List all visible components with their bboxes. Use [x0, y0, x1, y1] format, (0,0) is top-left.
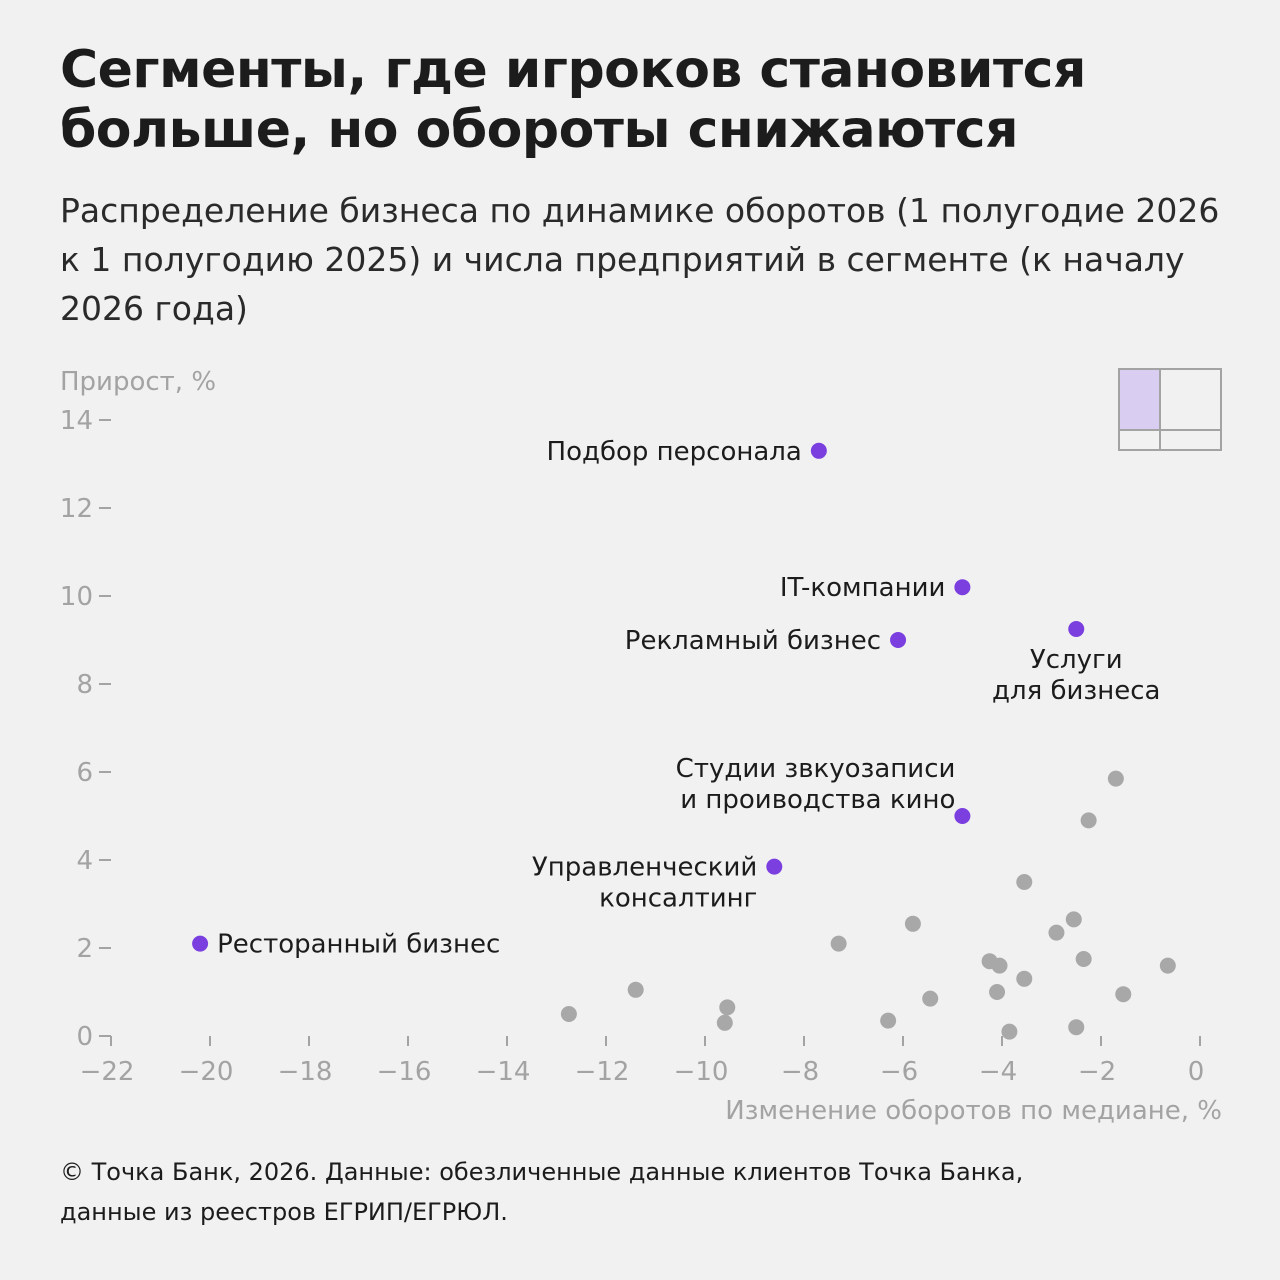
- highlighted-segments-points: Подбор персонала IT-компании Рекламный биз…: [192, 437, 1160, 960]
- highlighted-segment-point: [954, 579, 971, 596]
- y-axis-label: Прирост, %: [60, 367, 216, 397]
- segment-point: [1001, 1023, 1018, 1040]
- segment-label: Рекламный бизнес: [625, 626, 881, 656]
- y-tick-label: 2: [76, 934, 93, 964]
- segment-point: [1065, 911, 1082, 928]
- x-tick-label: −10: [674, 1057, 729, 1087]
- segment-point: [1080, 812, 1097, 829]
- segment-point: [560, 1006, 577, 1022]
- segment-label: Услуги для бизнеса: [992, 645, 1160, 706]
- y-tick-label: 14: [60, 406, 93, 436]
- highlighted-segment-point: [766, 858, 783, 875]
- x-tick-label: −6: [880, 1057, 918, 1087]
- segment-point: [1075, 951, 1092, 967]
- segment-label: Студии звкуозаписи и проиводства кино: [676, 754, 956, 815]
- segment-label-line: IT-компании: [780, 573, 946, 603]
- source-line-2: данные из реестров ЕГРИП/ЕГРЮЛ.: [60, 1198, 508, 1226]
- segment-label-line: Ресторанный бизнес: [217, 930, 500, 960]
- segment-point: [1107, 770, 1124, 787]
- segment-label-line: и проиводства кино: [680, 785, 955, 815]
- segment-label: Управленческий консалтинг: [532, 853, 757, 914]
- x-tick-label: −18: [278, 1057, 333, 1087]
- x-tick-label: −2: [1078, 1057, 1116, 1087]
- highlighted-segment-point: [954, 808, 971, 824]
- segment-point: [880, 1012, 897, 1029]
- segment-point: [1016, 874, 1033, 890]
- y-tick-label: 0: [76, 1022, 93, 1052]
- y-tick-label: 8: [76, 670, 93, 700]
- segment-point: [1016, 970, 1033, 987]
- segment-point: [989, 984, 1006, 1000]
- quadrant-legend-icon: [1118, 368, 1222, 451]
- segment-point: [719, 999, 736, 1016]
- other-segments-points: [560, 770, 1176, 1040]
- x-tick-label: −16: [377, 1057, 432, 1087]
- x-axis-label: Изменение оборотов по медиане, %: [725, 1096, 1222, 1126]
- y-tick-label: 6: [76, 758, 93, 788]
- segment-label-line: Подбор персонала: [547, 437, 802, 467]
- segment-point: [922, 990, 939, 1007]
- source-line-1: © Точка Банк, 2026. Данные: обезличенные…: [60, 1158, 1024, 1186]
- segment-point: [716, 1014, 733, 1031]
- highlighted-segment-point: [890, 632, 907, 648]
- highlighted-segment-point: [192, 935, 209, 952]
- x-tick-label: 0: [1188, 1057, 1205, 1087]
- x-tick-label: −20: [179, 1057, 234, 1087]
- segment-label-line: консалтинг: [599, 884, 757, 914]
- segment-label: Ресторанный бизнес: [217, 930, 500, 960]
- segment-label-line: Рекламный бизнес: [625, 626, 881, 656]
- segment-point: [830, 935, 847, 952]
- legend-frame: [1118, 368, 1222, 451]
- highlighted-segment-point: [810, 442, 827, 459]
- x-tick-label: −12: [575, 1057, 630, 1087]
- segment-label: Подбор персонала: [547, 437, 802, 467]
- segment-label-line: Студии звкуозаписи: [676, 754, 956, 784]
- segment-label-line: Управленческий: [532, 853, 757, 883]
- x-tick-label: −4: [979, 1057, 1017, 1087]
- y-tick-label: 10: [60, 582, 93, 612]
- x-tick-label: −22: [80, 1057, 135, 1087]
- segment-label-line: Услуги: [1030, 645, 1123, 675]
- segment-label: IT-компании: [780, 573, 946, 603]
- x-tick-label: −8: [781, 1057, 819, 1087]
- segment-point: [991, 957, 1008, 974]
- y-tick-label: 4: [76, 846, 93, 876]
- segment-label-line: для бизнеса: [992, 676, 1160, 706]
- y-tick-label: 12: [60, 494, 93, 524]
- segment-point: [1068, 1019, 1085, 1036]
- chart-title: Сегменты, где игроков становится больше,…: [60, 40, 1086, 160]
- legend-highlight-quadrant: [1119, 369, 1160, 430]
- segment-point: [627, 981, 644, 998]
- source-footer: © Точка Банк, 2026. Данные: обезличенные…: [60, 1152, 1220, 1232]
- segment-point: [1048, 924, 1065, 941]
- x-tick-label: −14: [476, 1057, 531, 1087]
- highlighted-segment-point: [1068, 621, 1085, 637]
- segment-point: [1115, 986, 1132, 1003]
- segment-point: [1159, 957, 1176, 974]
- segment-point: [904, 915, 921, 932]
- chart-subtitle: Распределение бизнеса по динамике оборот…: [60, 191, 1220, 328]
